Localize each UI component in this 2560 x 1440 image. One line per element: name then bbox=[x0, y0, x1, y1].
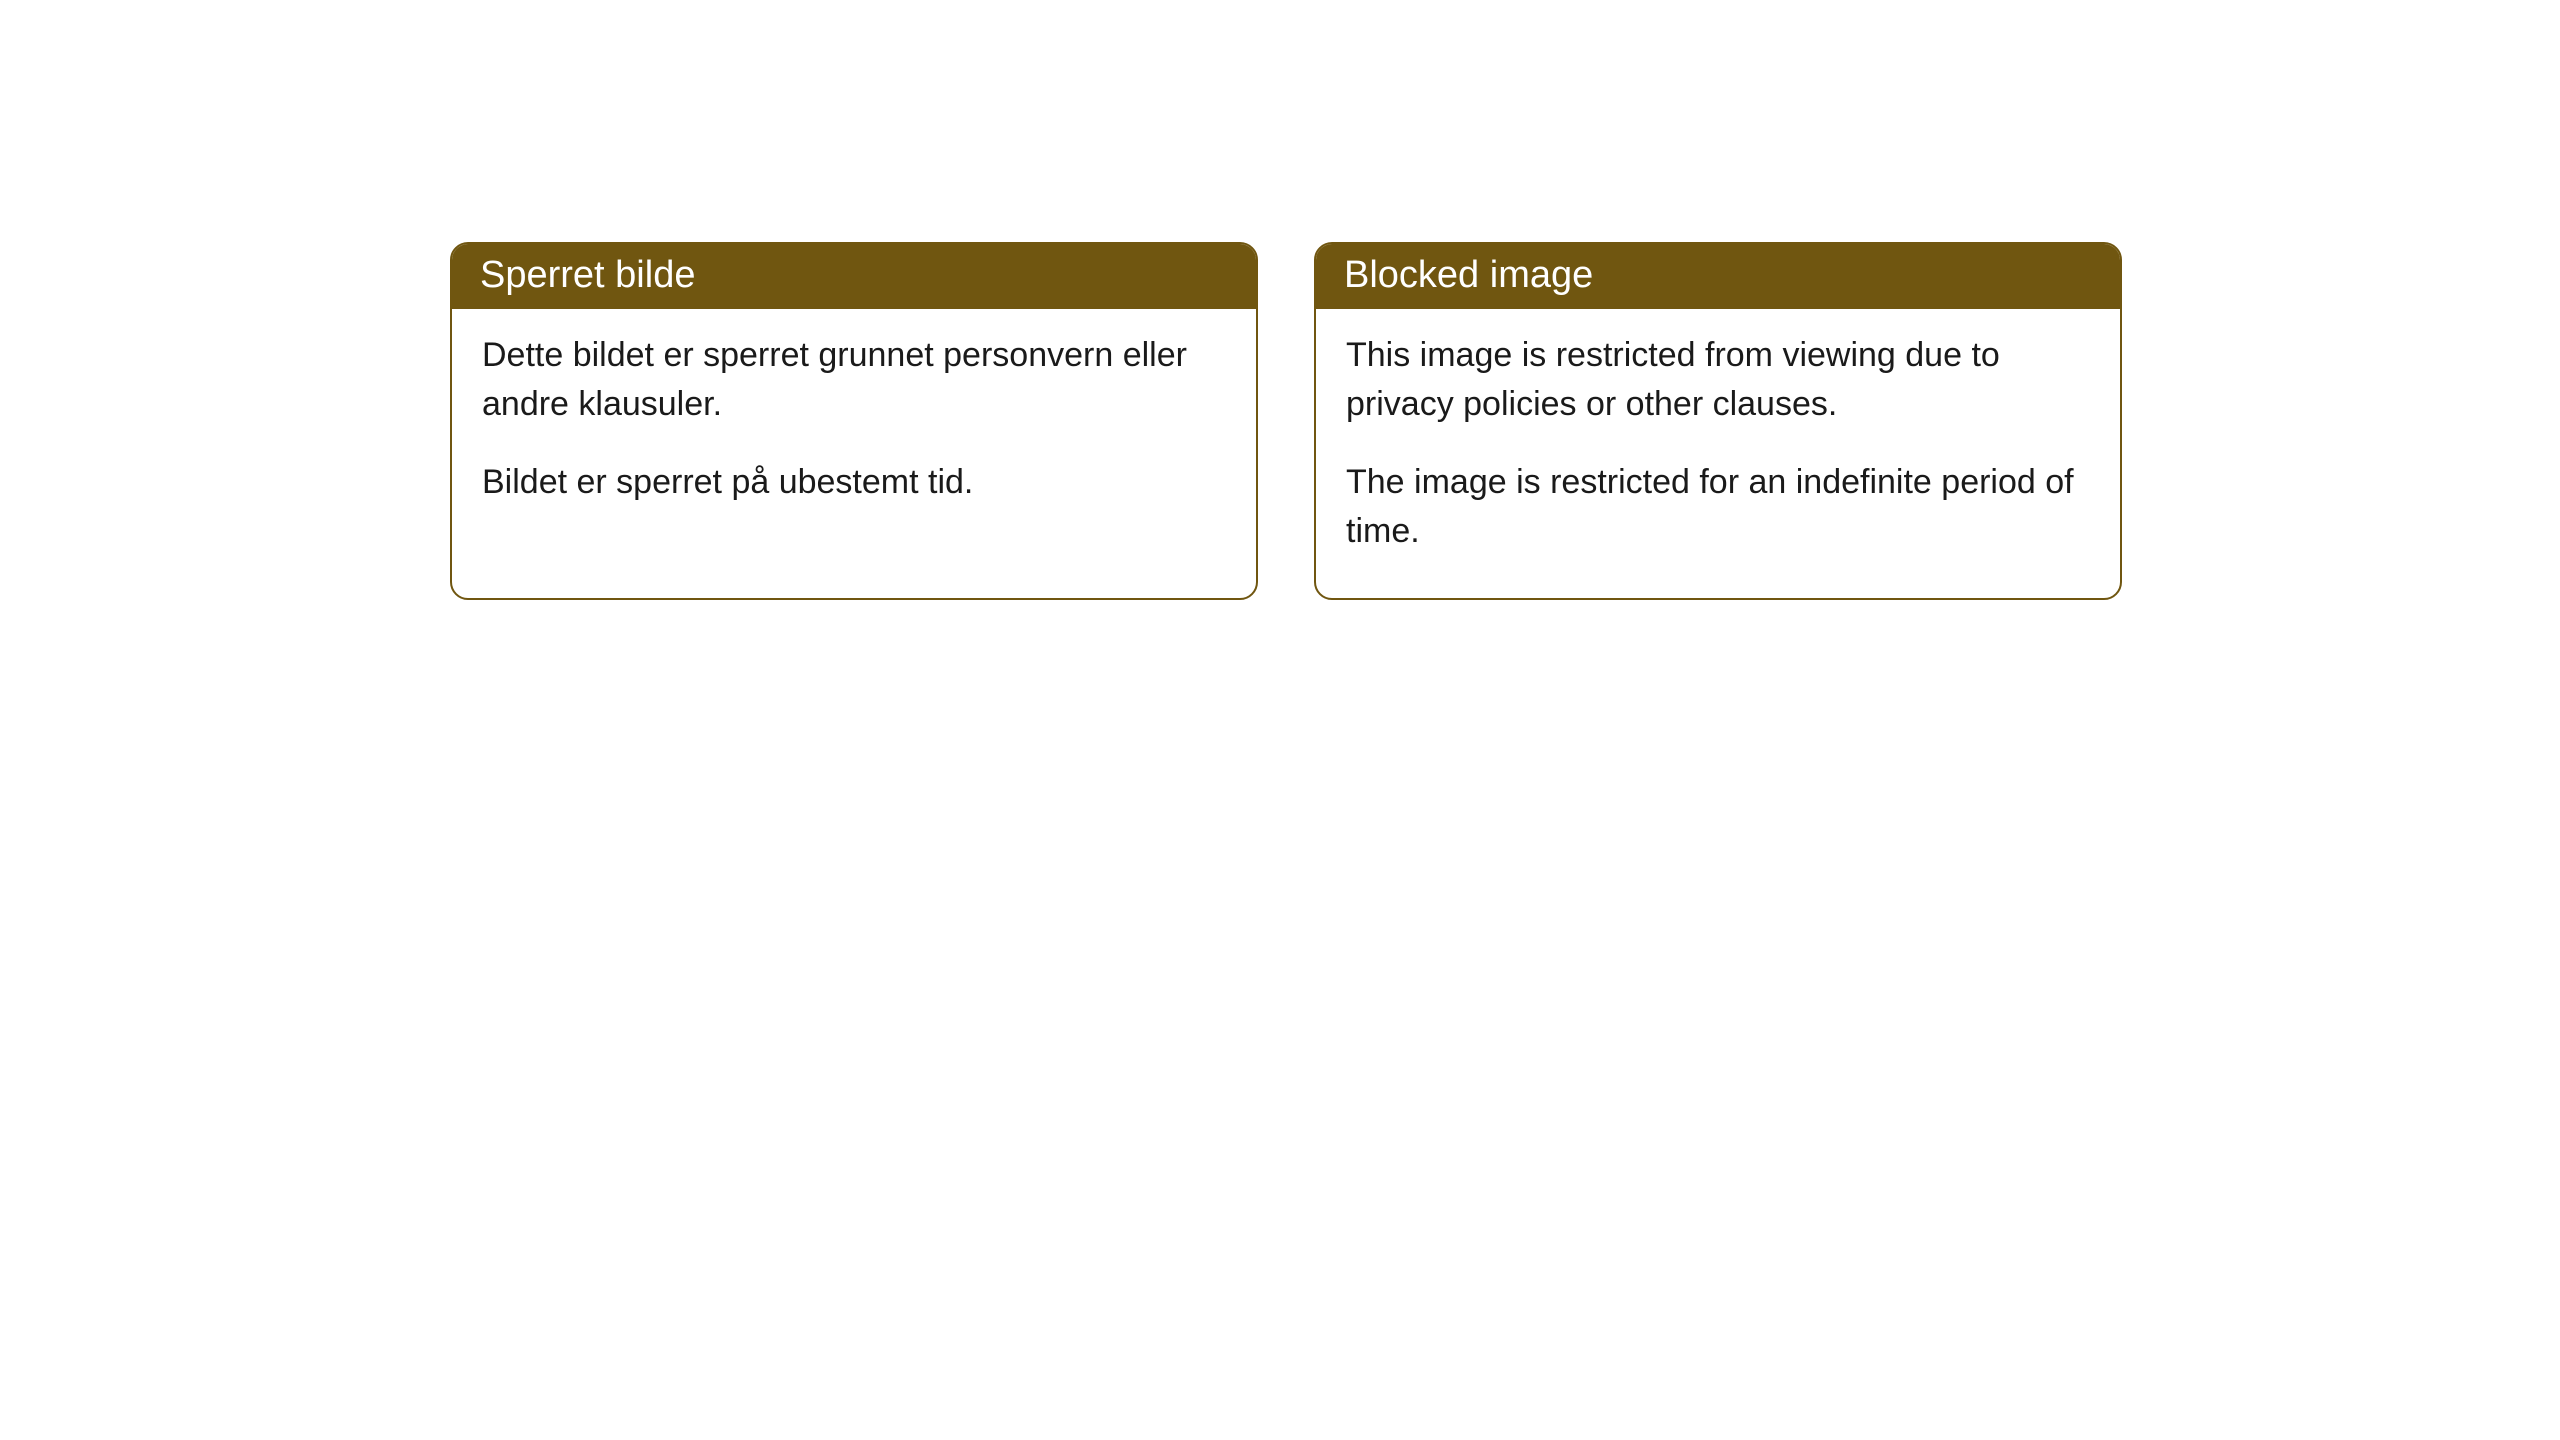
notice-card-english: Blocked image This image is restricted f… bbox=[1314, 242, 2122, 600]
notice-card-norwegian: Sperret bilde Dette bildet er sperret gr… bbox=[450, 242, 1258, 600]
card-header-english: Blocked image bbox=[1316, 244, 2120, 309]
card-paragraph: The image is restricted for an indefinit… bbox=[1346, 458, 2090, 557]
card-body-english: This image is restricted from viewing du… bbox=[1316, 309, 2120, 598]
card-header-norwegian: Sperret bilde bbox=[452, 244, 1256, 309]
card-body-norwegian: Dette bildet er sperret grunnet personve… bbox=[452, 309, 1256, 549]
card-title: Blocked image bbox=[1344, 254, 1593, 296]
notice-container: Sperret bilde Dette bildet er sperret gr… bbox=[450, 242, 2122, 600]
card-paragraph: Bildet er sperret på ubestemt tid. bbox=[482, 458, 1226, 507]
card-paragraph: Dette bildet er sperret grunnet personve… bbox=[482, 331, 1226, 430]
card-paragraph: This image is restricted from viewing du… bbox=[1346, 331, 2090, 430]
card-title: Sperret bilde bbox=[480, 254, 695, 296]
